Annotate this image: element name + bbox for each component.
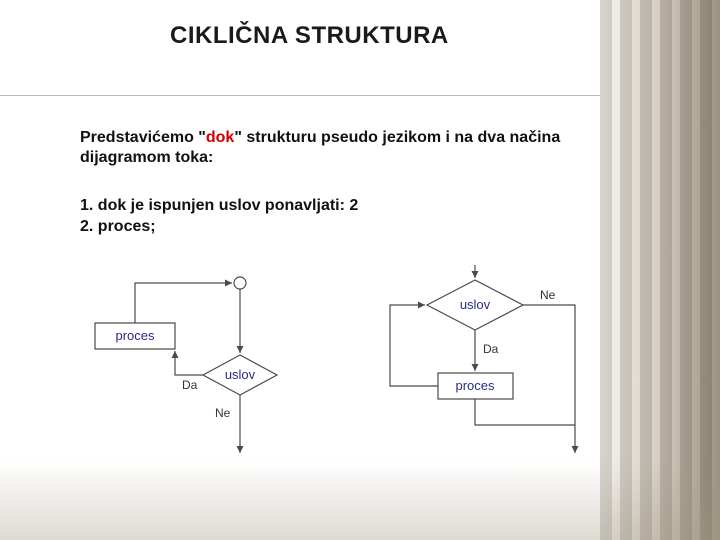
left-da-label: Da bbox=[182, 378, 198, 392]
intro-pre: Predstavićemo bbox=[80, 129, 198, 146]
pseudo-line-1: 1. dok je ispunjen uslov ponavljati: 2 bbox=[80, 196, 358, 217]
left-process-label: proces bbox=[115, 328, 155, 343]
intro-qc: " bbox=[234, 129, 242, 146]
flowcharts: proces uslov Da Ne uslov Ne bbox=[85, 265, 605, 485]
slide-title: CIKLIČNA STRUKTURA bbox=[170, 22, 449, 50]
intro-qo: " bbox=[198, 129, 206, 146]
right-ne-label: Ne bbox=[540, 288, 556, 302]
pseudocode: 1. dok je ispunjen uslov ponavljati: 2 2… bbox=[80, 196, 358, 238]
intro-text: Predstavićemo "dok" strukturu pseudo jez… bbox=[80, 128, 620, 168]
left-ne-label: Ne bbox=[215, 406, 231, 420]
right-da-label: Da bbox=[483, 342, 499, 356]
slide: CIKLIČNA STRUKTURA Predstavićemo "dok" s… bbox=[0, 0, 720, 540]
right-cond-label: uslov bbox=[460, 297, 491, 312]
flowchart-right: uslov Ne Da proces bbox=[390, 265, 575, 453]
flowchart-svg: proces uslov Da Ne uslov Ne bbox=[85, 265, 605, 485]
divider bbox=[0, 95, 600, 96]
pseudo-line-2: 2. proces; bbox=[80, 217, 358, 238]
flowchart-left: proces uslov Da Ne bbox=[95, 277, 277, 453]
left-cond-label: uslov bbox=[225, 367, 256, 382]
intro-keyword: dok bbox=[206, 129, 234, 146]
right-process-label: proces bbox=[455, 378, 495, 393]
